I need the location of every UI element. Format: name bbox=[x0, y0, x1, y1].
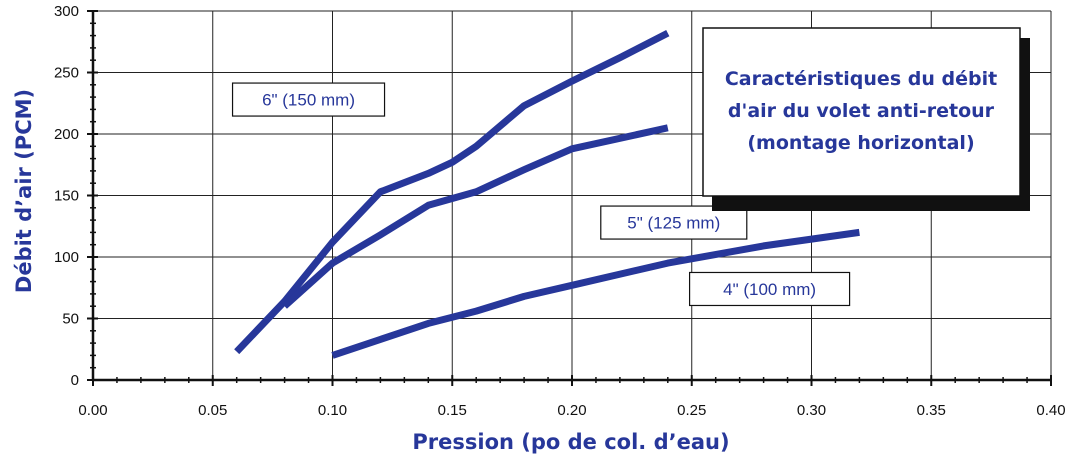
y-tick-label: 300 bbox=[54, 3, 79, 20]
y-tick-label: 250 bbox=[54, 65, 79, 82]
y-tick-label: 0 bbox=[71, 372, 79, 389]
chart-title-line-2: d'air du volet anti-retour bbox=[728, 100, 995, 122]
x-tick-label: 0.40 bbox=[1036, 402, 1065, 419]
x-tick-label: 0.30 bbox=[797, 402, 826, 419]
y-tick-label: 100 bbox=[54, 249, 79, 266]
chart-title-panel bbox=[702, 27, 1021, 197]
series-line-3 bbox=[331, 228, 860, 359]
x-tick-label: 0.10 bbox=[318, 402, 347, 419]
series-line-2 bbox=[282, 124, 669, 309]
series-labels: 6" (150 mm) 5" (125 mm) 4" (100 mm) bbox=[231, 82, 851, 307]
series-label-text: 5" (125 mm) bbox=[627, 214, 720, 233]
chart-title-line-1: Caractéristiques du débit bbox=[725, 68, 997, 90]
x-axis-title: Pression (po de col. d’eau) bbox=[412, 430, 729, 454]
series-label-box bbox=[600, 205, 748, 240]
series-lines bbox=[234, 29, 860, 359]
series-line-1 bbox=[234, 29, 670, 355]
series-label-text: 6" (150 mm) bbox=[262, 91, 355, 110]
x-tick-label: 0.20 bbox=[557, 402, 586, 419]
x-tick-label: 0.00 bbox=[78, 402, 107, 419]
x-tick-label: 0.05 bbox=[198, 402, 227, 419]
series-label-box bbox=[231, 82, 386, 117]
chart-title-box: Caractéristiques du débit d'air du volet… bbox=[702, 27, 1030, 211]
y-tick-label: 200 bbox=[54, 126, 79, 143]
series-label-3: 4" (100 mm) bbox=[688, 271, 851, 307]
series-label-box bbox=[688, 271, 851, 307]
tick-labels: 0.00 0.05 0.10 0.15 0.20 0.25 0.30 0.35 0.40 0 50 1… bbox=[54, 3, 1066, 419]
chart-title-line-3: (montage horizontal) bbox=[747, 132, 974, 154]
y-axis-title: Débit d’air (PCM) bbox=[12, 89, 36, 293]
series-label-text: 4" (100 mm) bbox=[723, 280, 816, 299]
y-tick-label: 50 bbox=[62, 311, 79, 328]
series-label-1: 6" (150 mm) bbox=[231, 82, 386, 117]
axes bbox=[87, 10, 1052, 386]
x-tick-label: 0.15 bbox=[438, 402, 467, 419]
x-tick-label: 0.35 bbox=[917, 402, 946, 419]
y-tick-label: 150 bbox=[54, 188, 79, 205]
x-tick-label: 0.25 bbox=[677, 402, 706, 419]
series-label-2: 5" (125 mm) bbox=[600, 205, 748, 240]
